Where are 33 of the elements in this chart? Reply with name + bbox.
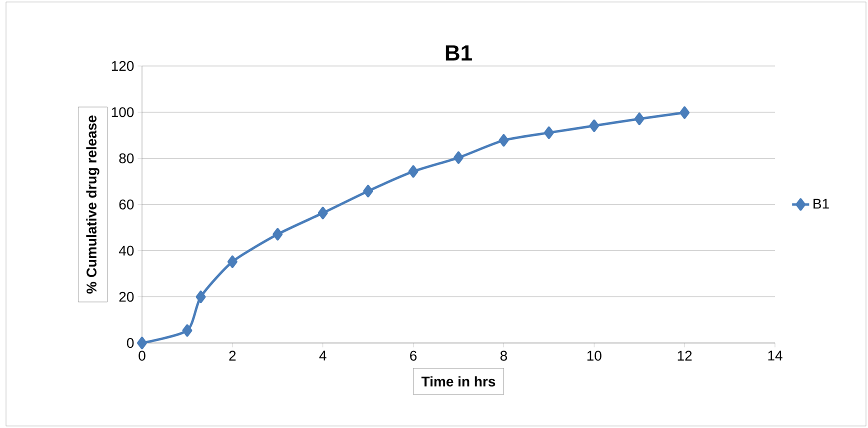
point: [544, 126, 554, 139]
x-tick-label: 14: [768, 350, 782, 360]
point: [182, 324, 192, 337]
point: [137, 336, 148, 350]
x-tick-label: 10: [587, 350, 602, 361]
y-tick-label: 100: [112, 107, 134, 118]
legend-label: B1: [814, 198, 829, 209]
x-tick-label: 12: [678, 350, 692, 361]
y-tick-label: 0: [126, 338, 134, 348]
x-tick-label: 4: [319, 350, 326, 360]
x-axis-title: Time in hrs: [421, 376, 496, 387]
y-tick-label: 60: [119, 200, 134, 210]
x-tick-label: 8: [500, 350, 508, 361]
point: [363, 184, 374, 198]
chart-title: B1: [446, 45, 472, 60]
point: [680, 106, 690, 119]
y-tick-label: 80: [119, 153, 134, 164]
x-tick-label: 0: [138, 350, 146, 361]
y-tick-label: 40: [118, 246, 134, 256]
y-axis-title: % Cumulative drug release: [86, 116, 100, 294]
y-tick-label: 20: [119, 292, 134, 302]
point: [196, 290, 206, 304]
y-tick-label: 120: [112, 61, 134, 71]
point: [634, 112, 644, 126]
point: [318, 206, 328, 220]
x-tick-label: 6: [410, 350, 417, 361]
point: [498, 134, 509, 147]
point: [272, 228, 283, 241]
x-tick-label: 2: [229, 350, 236, 361]
point: [589, 120, 600, 132]
point: [227, 255, 238, 268]
point: [454, 151, 464, 164]
point: [408, 165, 418, 178]
